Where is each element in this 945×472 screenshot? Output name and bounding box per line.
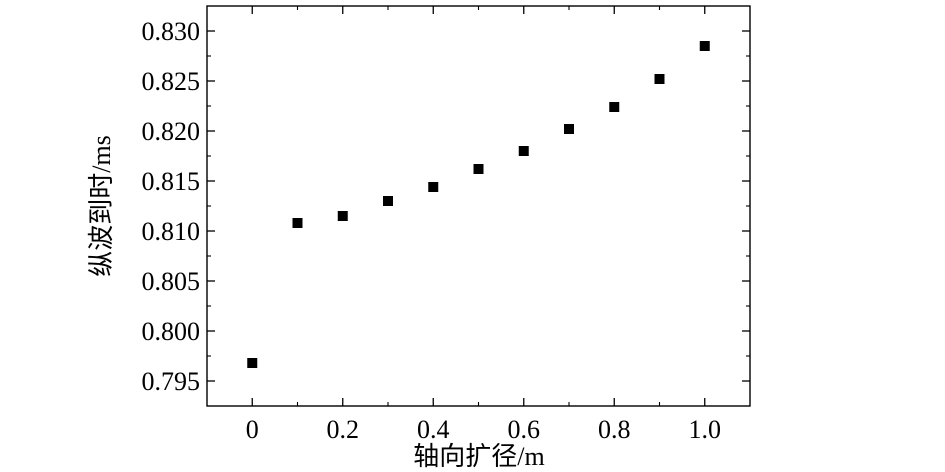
y-axis-ticks: [207, 30, 750, 382]
data-point: [609, 102, 620, 112]
data-point: [428, 182, 439, 192]
x-tick-label: 0.4: [417, 415, 450, 444]
x-tick-label: 1.0: [689, 415, 722, 444]
x-axis-ticks: [251, 6, 706, 406]
data-point: [564, 124, 574, 134]
y-tick-label: 0.815: [142, 167, 201, 196]
data-point: [699, 41, 710, 51]
data-point: [654, 74, 665, 84]
data-point: [292, 218, 303, 228]
y-axis-tick-labels: 0.795 0.800 0.805 0.810 0.815 0.820 0.825 0.830: [142, 17, 201, 396]
x-tick-label: 0.6: [508, 415, 541, 444]
x-tick-label: 0.2: [327, 415, 360, 444]
x-tick-label: 0: [246, 415, 259, 444]
y-tick-label: 0.830: [142, 17, 201, 46]
x-tick-label: 0.8: [598, 415, 631, 444]
data-point: [383, 196, 393, 206]
x-axis-title: 轴向扩径/m: [413, 442, 544, 471]
y-tick-label: 0.825: [142, 67, 201, 96]
y-tick-label: 0.805: [142, 267, 201, 296]
y-axis-title: 纵波到时/ms: [87, 135, 116, 277]
x-axis-tick-labels: 0 0.2 0.4 0.6 0.8 1.0: [246, 415, 721, 444]
data-point: [337, 211, 348, 221]
y-tick-label: 0.820: [142, 117, 201, 146]
y-tick-label: 0.810: [142, 217, 201, 246]
data-point: [473, 164, 484, 174]
y-tick-label: 0.800: [142, 317, 201, 346]
plot-area-frame: [206, 5, 751, 407]
data-point: [247, 358, 258, 368]
data-points: [247, 41, 710, 368]
y-tick-label: 0.795: [142, 367, 201, 396]
data-point: [518, 146, 529, 156]
